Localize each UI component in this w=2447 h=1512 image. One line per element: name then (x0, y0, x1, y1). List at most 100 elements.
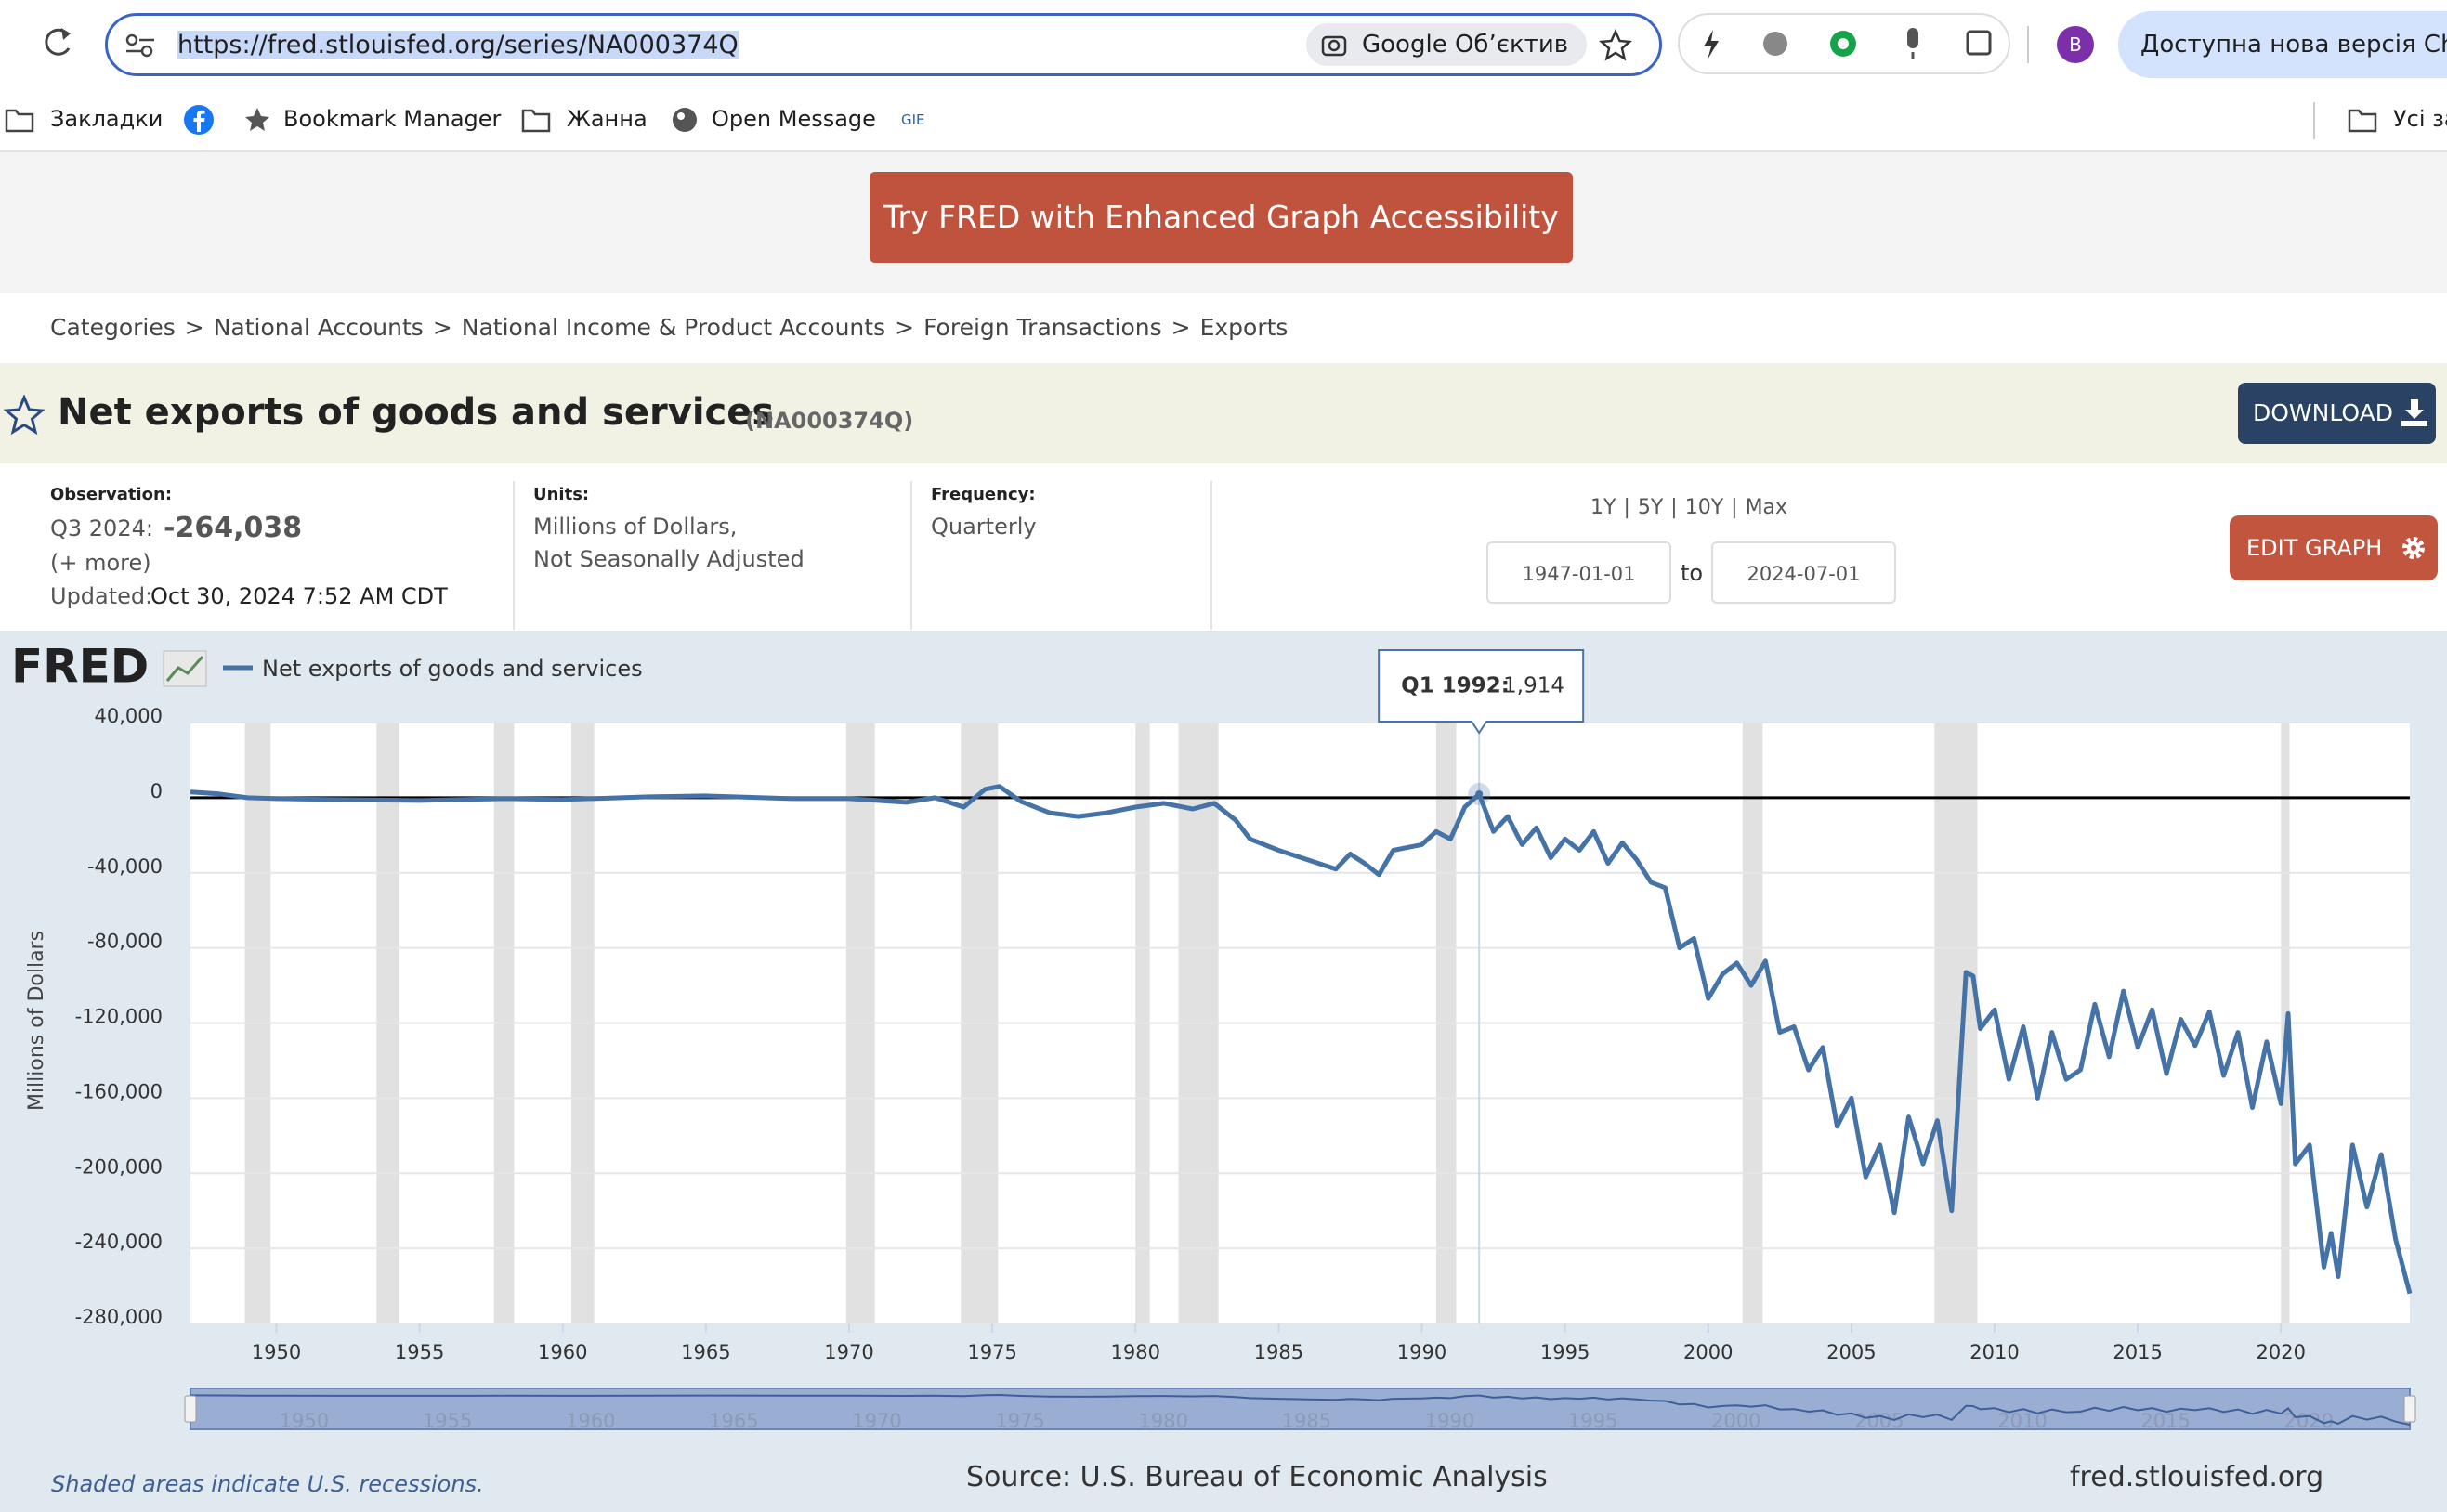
fred-logo: FRED (11, 640, 149, 694)
x-tick-label: 2010 (1969, 1341, 2019, 1363)
profile-avatar[interactable]: B (2057, 26, 2094, 63)
observation-value: -264,038 (164, 512, 303, 544)
folder-icon (521, 109, 551, 133)
breadcrumb-separator: > (432, 314, 452, 341)
bookmarks-bar: Закладки Bookmark Manager Жанна Open Mes… (0, 89, 2447, 152)
extensions[interactable] (1678, 13, 2012, 76)
x-tick-label: 1955 (395, 1341, 444, 1363)
navigator-tick-label: 2015 (2140, 1410, 2190, 1432)
navigator-tick-label: 1970 (852, 1410, 901, 1432)
x-tick-label: 1975 (967, 1341, 1016, 1363)
range-separator: | (1670, 496, 1678, 519)
x-tick-label: 1990 (1397, 1341, 1446, 1363)
breadcrumb-link[interactable]: Categories (50, 314, 176, 341)
breadcrumb-link[interactable]: Foreign Transactions (923, 314, 1162, 341)
bookmark[interactable]: Жанна (567, 106, 648, 132)
hover-point (1475, 790, 1484, 799)
bookmark[interactable]: Open Message (712, 106, 876, 132)
tooltip-value: 1,914 (1503, 674, 1564, 698)
divider (2313, 102, 2315, 139)
star-icon (245, 108, 269, 131)
y-tick-label: -200,000 (75, 1155, 163, 1178)
x-tick-label: 1965 (681, 1341, 730, 1363)
lens-icon (1321, 35, 1347, 57)
field-label: Frequency: (931, 485, 1036, 504)
bookmark[interactable]: Усі за (2393, 106, 2447, 132)
breadcrumb-separator: > (895, 314, 915, 341)
x-tick-label: 1970 (824, 1341, 873, 1363)
divider (513, 481, 515, 630)
navigator-tick-label: 1995 (1568, 1410, 1617, 1432)
field-label: Units: (533, 485, 590, 504)
download-icon (2401, 399, 2427, 426)
browser-toolbar: https://fred.stlouisfed.org/series/NA000… (0, 0, 2447, 89)
navigator-tick-label: 1990 (1425, 1410, 1474, 1432)
globe-icon (673, 108, 697, 132)
range-separator: | (1731, 496, 1738, 519)
divider (1210, 481, 1212, 630)
navigator-handle[interactable] (184, 1395, 197, 1423)
chart: FRED Millions of Dollars 40,000 0 -40,000 -… (0, 631, 2447, 1512)
units: Millions of Dollars, (533, 514, 738, 540)
tooltip-label: Q1 1992: (1401, 674, 1510, 698)
favorite-star[interactable] (4, 395, 45, 436)
y-tick-label: -80,000 (87, 931, 163, 953)
tooltip-box (1378, 649, 1585, 735)
observation-period: Q3 2024: (50, 515, 153, 541)
site: fred.stlouisfed.org (2070, 1461, 2324, 1493)
bookmark[interactable]: Bookmark Manager (283, 106, 502, 132)
navigator-tick-label: 2005 (1854, 1410, 1904, 1432)
x-tick-label: 1985 (1254, 1341, 1303, 1363)
update-button[interactable]: Доступна нова версія Chr (2118, 11, 2447, 78)
lens-button[interactable]: Google Об’єктив (1306, 23, 1588, 66)
edit-graph-button[interactable]: EDIT GRAPH (2230, 515, 2438, 580)
updated-value: Oct 30, 2024 7:52 AM CDT (150, 583, 448, 609)
accessibility-button[interactable]: Try FRED with Enhanced Graph Accessibili… (870, 172, 1573, 263)
updated-label: Updated: (50, 583, 153, 609)
star-icon[interactable] (1599, 29, 1632, 62)
divider (2027, 26, 2029, 63)
x-tick-label: 1950 (252, 1341, 301, 1363)
x-tick-label: 2005 (1826, 1341, 1876, 1363)
series-line (190, 784, 2413, 1295)
nav-icons (45, 28, 71, 56)
navigator-handle[interactable] (2403, 1395, 2416, 1423)
download-button[interactable]: DOWNLOAD (2238, 383, 2436, 444)
recession-note: Shaded areas indicate U.S. recessions. (51, 1471, 484, 1497)
navigator-tick-label: 1985 (1282, 1410, 1331, 1432)
breadcrumb-separator: > (1171, 314, 1191, 341)
edit-label[interactable]: EDIT GRAPH (2246, 535, 2383, 561)
range-link[interactable]: 5Y (1637, 496, 1664, 519)
address-bar[interactable]: https://fred.stlouisfed.org/series/NA000… (105, 13, 1662, 76)
source: Source: U.S. Bureau of Economic Analysis (966, 1461, 1548, 1493)
breadcrumb-link[interactable]: National Income & Product Accounts (461, 314, 886, 341)
navigator-tick-label: 1965 (709, 1410, 758, 1432)
breadcrumb-link[interactable]: National Accounts (213, 314, 424, 341)
series-header: Net exports of goods and services (NA000… (0, 363, 2447, 463)
download-label[interactable]: DOWNLOAD (2253, 399, 2393, 426)
y-tick-label: 40,000 (95, 705, 163, 727)
navigator-tick-label: 2000 (1711, 1410, 1760, 1432)
bookmark[interactable]: GIE (901, 111, 925, 128)
url[interactable]: https://fred.stlouisfed.org/series/NA000… (177, 31, 739, 59)
start-date[interactable]: 1947-01-01 (1486, 541, 1671, 604)
x-tick-label: 1995 (1540, 1341, 1590, 1363)
bookmark[interactable]: Закладки (50, 106, 164, 132)
units: Not Seasonally Adjusted (533, 546, 805, 572)
frequency: Quarterly (931, 514, 1037, 540)
y-tick-label: -240,000 (75, 1231, 163, 1253)
range-link[interactable]: Max (1745, 496, 1788, 519)
range-links: 1Y | 5Y | 10Y | Max (1590, 496, 1787, 519)
range-link[interactable]: 1Y (1590, 496, 1616, 519)
banner: Try FRED with Enhanced Graph Accessibili… (0, 152, 2447, 293)
end-date[interactable]: 2024-07-01 (1711, 541, 1896, 604)
breadcrumb-link[interactable]: Exports (1199, 314, 1289, 341)
divider (910, 481, 912, 630)
gear-icon (2402, 537, 2425, 559)
facebook-icon (184, 105, 214, 135)
y-tick-label: 0 (150, 780, 163, 802)
more-link[interactable]: (+ more) (50, 550, 151, 576)
range-link[interactable]: 10Y (1684, 496, 1724, 519)
site-info-icon[interactable] (124, 33, 156, 59)
